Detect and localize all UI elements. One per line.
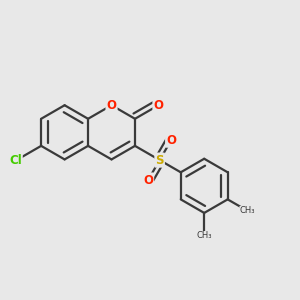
Text: S: S bbox=[155, 154, 164, 166]
Text: CH₃: CH₃ bbox=[196, 231, 212, 240]
Text: O: O bbox=[106, 99, 116, 112]
Text: O: O bbox=[153, 99, 164, 112]
Text: O: O bbox=[143, 173, 153, 187]
Text: O: O bbox=[166, 134, 176, 147]
Text: CH₃: CH₃ bbox=[240, 206, 255, 215]
Text: Cl: Cl bbox=[9, 154, 22, 167]
